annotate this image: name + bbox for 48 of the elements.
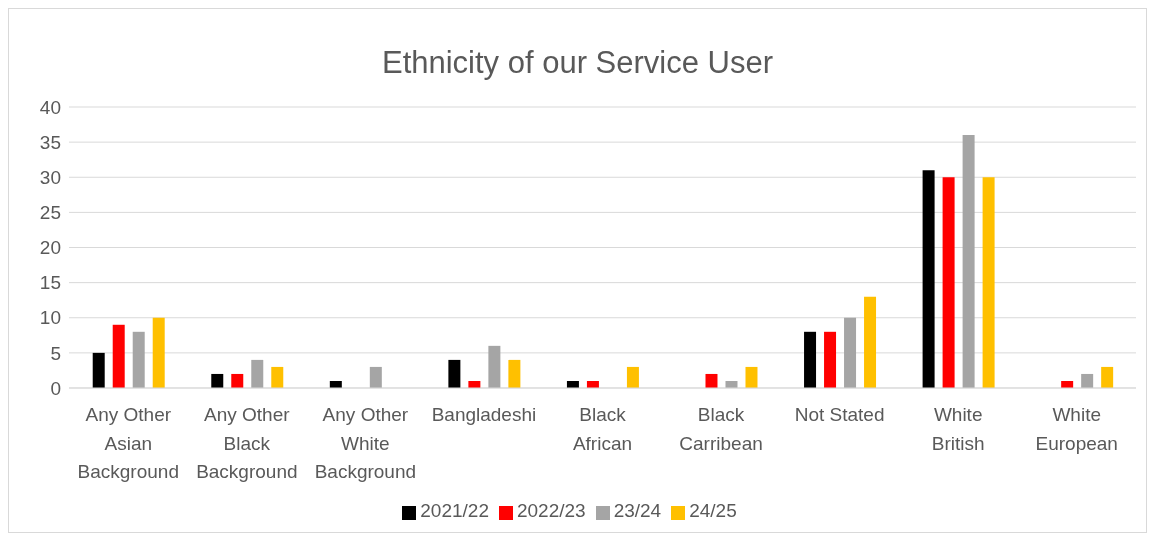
bar: [488, 345, 501, 388]
x-tick-label: White European: [1035, 404, 1118, 454]
bar: [626, 366, 639, 388]
bar: [508, 359, 521, 388]
y-tick-label: 40: [39, 96, 61, 118]
y-tick-label: 35: [39, 131, 61, 153]
bar: [112, 324, 125, 388]
y-tick-label: 0: [50, 377, 61, 399]
chart-title: Ethnicity of our Service User: [380, 45, 775, 81]
y-tick-label: 25: [39, 202, 61, 224]
bar: [132, 331, 145, 388]
x-tick-label: Bangladeshi: [431, 404, 537, 426]
y-tick-label: 30: [39, 166, 61, 188]
bar: [271, 366, 284, 388]
y-tick-label: 10: [39, 307, 61, 329]
x-tick-label: White British: [931, 404, 985, 454]
bar: [1081, 373, 1094, 388]
bar: [448, 359, 461, 388]
bar: [745, 366, 758, 388]
x-tick-label: Not Stated: [794, 404, 885, 426]
x-tick-label: Any Other White Background: [314, 404, 417, 483]
bar: [369, 366, 382, 388]
bar: [982, 177, 995, 388]
y-tick-label: 15: [39, 272, 61, 294]
x-tick-label: Any Other Asian Background: [77, 404, 179, 483]
y-tick-label: 5: [50, 342, 61, 364]
bar: [824, 331, 837, 388]
bar: [251, 359, 264, 388]
bar: [92, 352, 105, 388]
legend-label: 24/25: [689, 500, 737, 521]
x-tick-label: Any Other Black Background: [196, 404, 298, 483]
x-tick-label: Black Carribean: [679, 404, 763, 454]
legend-label: 2021/22: [420, 500, 489, 521]
bar: [962, 135, 975, 388]
bar: [864, 296, 877, 388]
bar: [705, 373, 718, 388]
bar: [804, 331, 817, 388]
legend-label: 23/24: [613, 500, 662, 521]
bar: [211, 373, 224, 388]
y-tick-label: 20: [39, 237, 61, 259]
legend-label: 2022/23: [516, 500, 586, 521]
bar: [844, 317, 857, 388]
bar: [942, 177, 955, 388]
bar: [922, 170, 935, 388]
bar: [1101, 366, 1114, 388]
bar: [152, 317, 165, 388]
x-tick-label: Black African: [572, 404, 633, 454]
bar: [231, 373, 244, 388]
